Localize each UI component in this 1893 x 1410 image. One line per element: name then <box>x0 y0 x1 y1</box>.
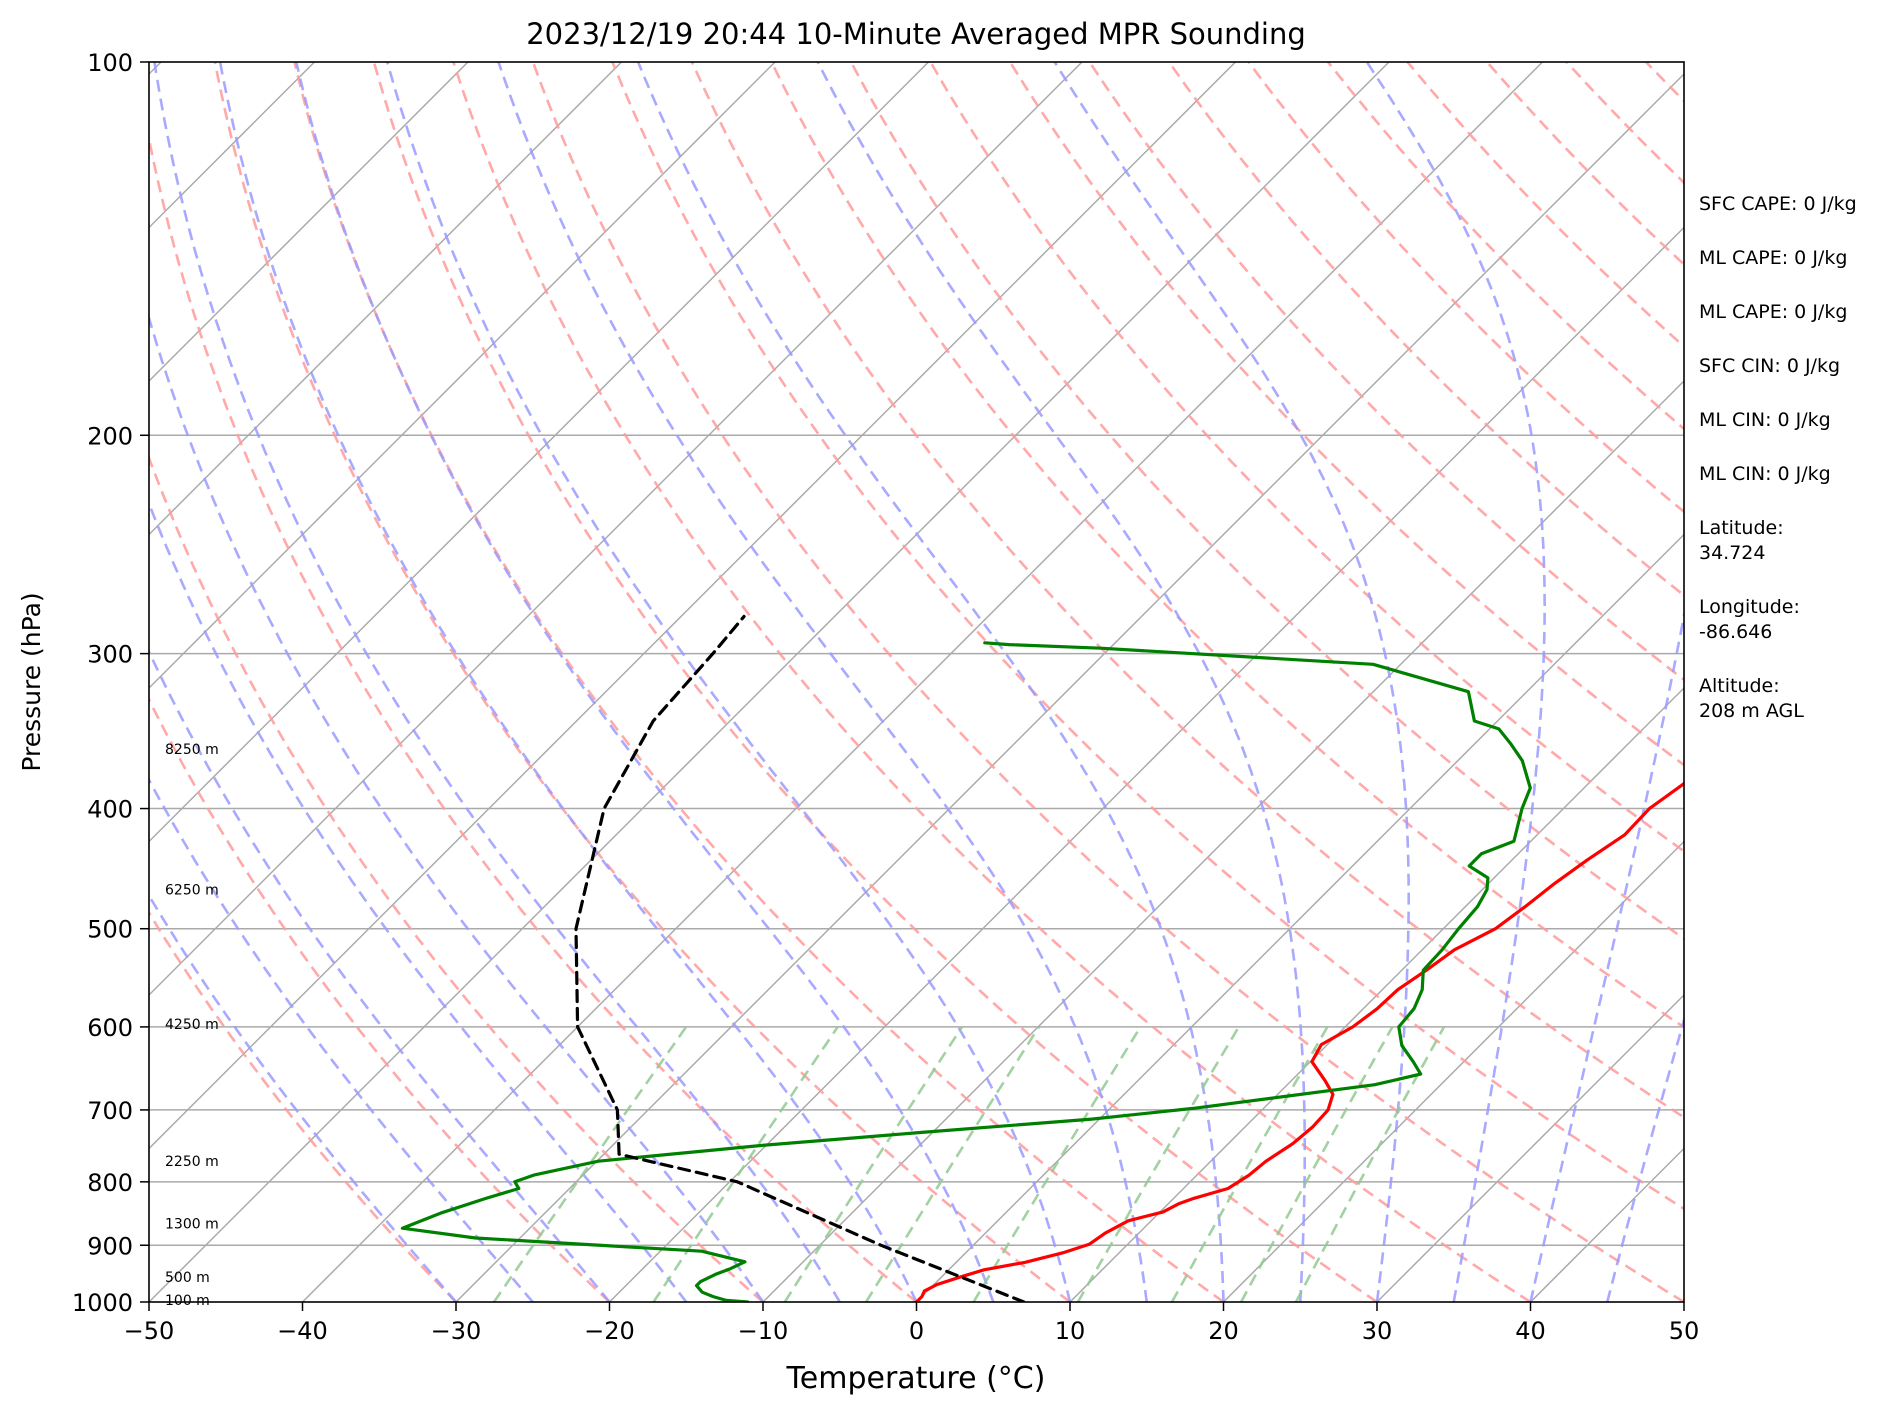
info-text: Longitude:-86.646 <box>1699 596 1800 643</box>
sounding-info-panel: SFC CAPE: 0 J/kg ML CAPE: 0 J/kg ML CAPE: … <box>1699 193 1857 722</box>
height-label: 6250 m <box>165 883 219 899</box>
height-label: 2250 m <box>165 1154 219 1170</box>
height-label: 8250 m <box>165 742 219 758</box>
x-tick-label: −40 <box>277 1317 328 1345</box>
x-tick-label: 30 <box>1362 1317 1393 1345</box>
dry-adiabat-line <box>294 62 1223 1302</box>
y-tick-label: 300 <box>87 641 133 669</box>
height-label: 500 m <box>165 1270 210 1286</box>
x-tick-label: 40 <box>1515 1317 1546 1345</box>
y-axis-label: Pressure (hPa) <box>17 592 46 771</box>
height-label: 1300 m <box>165 1216 219 1232</box>
info-text: SFC CIN: 0 J/kg <box>1699 355 1840 377</box>
background-lines <box>0 62 1893 1302</box>
moist-adiabat-line <box>1531 62 1725 1302</box>
y-tick-label: 500 <box>87 916 133 944</box>
y-tick-label: 600 <box>87 1014 133 1042</box>
y-tick-label: 900 <box>87 1232 133 1260</box>
height-label: 100 m <box>165 1293 210 1309</box>
y-tick-label: 200 <box>87 422 133 450</box>
dewpoint-profile-line <box>402 643 1530 1302</box>
mixing-ratio-line <box>974 1027 1141 1302</box>
moist-adiabat-line <box>818 62 1305 1302</box>
chart-title: 2023/12/19 20:44 10-Minute Averaged MPR … <box>526 17 1306 51</box>
moist-adiabat-line <box>0 62 456 1302</box>
x-tick-label: 10 <box>1055 1317 1086 1345</box>
x-tick-label: −10 <box>738 1317 789 1345</box>
parcel-profile-line <box>576 617 1024 1303</box>
dry-adiabat-line <box>56 62 763 1302</box>
y-tick-label: 400 <box>87 796 133 824</box>
x-axis-label: Temperature (°C) <box>786 1361 1046 1396</box>
x-tick-label: −30 <box>431 1317 482 1345</box>
moist-adiabat-line <box>296 62 993 1302</box>
info-text: ML CAPE: 0 J/kg <box>1699 247 1847 269</box>
info-text: ML CIN: 0 J/kg <box>1699 463 1831 485</box>
x-tick-label: 0 <box>909 1317 924 1345</box>
x-tick-label: 20 <box>1208 1317 1239 1345</box>
dry-adiabat-line <box>374 62 1377 1302</box>
info-text: Altitude:208 m AGL <box>1699 675 1804 722</box>
y-tick-label: 800 <box>87 1169 133 1197</box>
isotherm-line <box>610 62 1850 1302</box>
mixing-ratio-line <box>785 1027 962 1302</box>
series-layer <box>402 562 1893 1302</box>
dry-adiabat-line <box>135 62 916 1302</box>
y-tick-label: 700 <box>87 1097 133 1125</box>
isotherm-line <box>456 62 1696 1302</box>
info-text: ML CIN: 0 J/kg <box>1699 409 1831 431</box>
x-tick-label: −20 <box>584 1317 635 1345</box>
info-text: SFC CAPE: 0 J/kg <box>1699 193 1857 215</box>
moist-adiabat-line <box>1367 62 1545 1302</box>
plot-frame <box>149 62 1684 1302</box>
y-tick-label: 100 <box>87 49 133 77</box>
x-tick-label: −50 <box>124 1317 175 1345</box>
dry-adiabat-line <box>0 62 456 1302</box>
info-text: Latitude:34.724 <box>1699 517 1784 564</box>
y-tick-label: 1000 <box>72 1289 133 1317</box>
info-text: ML CAPE: 0 J/kg <box>1699 301 1847 323</box>
moist-adiabat-line <box>155 62 840 1302</box>
isotherm-line <box>0 62 468 1302</box>
height-label: 4250 m <box>165 1017 219 1033</box>
x-tick-label: 50 <box>1669 1317 1700 1345</box>
mixing-ratio-line <box>866 1027 1039 1302</box>
isotherm-line <box>149 62 1389 1302</box>
